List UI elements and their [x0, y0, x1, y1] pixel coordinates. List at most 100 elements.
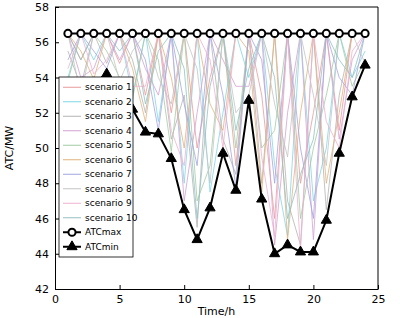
- tick-mark: [55, 219, 59, 220]
- legend-label: scenario 1: [85, 82, 132, 92]
- tick: 52: [35, 107, 59, 120]
- marker: [270, 248, 280, 257]
- marker: [155, 30, 162, 37]
- marker: [321, 214, 331, 223]
- marker: [244, 95, 254, 104]
- marker: [181, 30, 188, 37]
- x-axis: 0 5 10 15 20 25: [52, 285, 386, 306]
- tick-label: 58: [35, 1, 49, 14]
- series-line: [68, 33, 365, 218]
- marker: [219, 30, 226, 37]
- marker: [284, 30, 291, 37]
- tick: 48: [35, 177, 59, 190]
- marker: [308, 246, 318, 255]
- marker: [245, 30, 252, 37]
- y-axis-label: ATC/MW: [3, 126, 16, 171]
- marker: [218, 147, 228, 156]
- tick-mark: [55, 148, 59, 149]
- tick-mark: [55, 113, 59, 114]
- marker: [310, 30, 317, 37]
- series-line: [68, 33, 365, 218]
- tick-label: 50: [35, 142, 49, 155]
- legend-label: ATCmax: [85, 227, 122, 237]
- data-area: [63, 30, 370, 257]
- marker: [347, 91, 357, 100]
- legend-label: ATCmin: [85, 242, 119, 252]
- legend-box: [59, 77, 133, 257]
- tick-label: 20: [307, 293, 321, 306]
- legend-label: scenario 3: [85, 111, 132, 121]
- tick-mark: [313, 285, 314, 289]
- tick-mark: [120, 285, 121, 289]
- tick-label: 54: [35, 72, 49, 85]
- marker: [232, 30, 239, 37]
- legend-label: scenario 9: [85, 198, 132, 208]
- marker: [142, 30, 149, 37]
- legend-swatch: [63, 87, 81, 88]
- plot-background: [55, 7, 378, 289]
- tick: 54: [35, 72, 59, 85]
- marker: [362, 30, 369, 37]
- legend-label: scenario 7: [85, 169, 132, 179]
- legend-swatch: [63, 130, 81, 131]
- tick-label: 56: [35, 36, 49, 49]
- legend-swatch: [63, 101, 81, 102]
- marker: [206, 30, 213, 37]
- marker: [102, 68, 112, 77]
- plot: 0 5 10 15 20 25 42 44 46 48 50 52 54 56 58 scenario 1 sc…: [35, 1, 386, 306]
- series-line: [68, 33, 365, 250]
- tick-label: 48: [35, 177, 49, 190]
- frame: [378, 7, 379, 289]
- legend-label: scenario 5: [85, 140, 132, 150]
- tick: 42: [35, 283, 59, 296]
- y-axis: 42 44 46 48 50 52 54 56 58: [35, 1, 59, 296]
- marker: [194, 30, 201, 37]
- marker: [257, 193, 267, 202]
- marker: [90, 30, 97, 37]
- tick: 15: [242, 285, 256, 306]
- marker: [116, 30, 123, 37]
- tick-label: 10: [178, 293, 192, 306]
- marker: [360, 59, 370, 68]
- series-line: [68, 32, 365, 34]
- tick-mark: [55, 254, 59, 255]
- tick-mark: [55, 289, 59, 290]
- legend-swatch: [63, 116, 81, 117]
- tick-mark: [55, 42, 59, 43]
- marker: [297, 30, 304, 37]
- tick: 5: [117, 285, 124, 306]
- marker: [129, 30, 136, 37]
- frame: [55, 7, 378, 8]
- axis-line: [56, 289, 379, 290]
- legend-label: scenario 4: [85, 126, 132, 136]
- tick: 10: [178, 285, 192, 306]
- tick-label: 15: [242, 293, 256, 306]
- legend-swatch: [63, 145, 81, 146]
- marker: [166, 153, 176, 162]
- tick-mark: [55, 183, 59, 184]
- tick: 46: [35, 213, 59, 226]
- marker: [336, 30, 343, 37]
- marker: [140, 126, 150, 135]
- series-line: [68, 33, 365, 236]
- tick-label: 25: [372, 293, 386, 306]
- tick-mark: [184, 285, 185, 289]
- tick: 58: [35, 1, 59, 14]
- marker: [323, 30, 330, 37]
- legend: scenario 1scenario 2scenario 3scenario 4…: [59, 77, 138, 257]
- tick-label: 42: [35, 283, 49, 296]
- marker: [282, 239, 292, 248]
- tick-label: 46: [35, 213, 49, 226]
- legend-label: scenario 6: [85, 155, 132, 165]
- tick-label: 44: [35, 248, 49, 261]
- marker: [258, 30, 265, 37]
- series-line: [68, 33, 365, 218]
- marker: [64, 30, 71, 37]
- marker: [295, 246, 305, 255]
- marker: [205, 202, 215, 211]
- marker: [103, 30, 110, 37]
- marker: [231, 184, 241, 193]
- tick-mark: [55, 78, 59, 79]
- legend-swatch: [63, 217, 81, 218]
- tick-label: 0: [52, 293, 59, 306]
